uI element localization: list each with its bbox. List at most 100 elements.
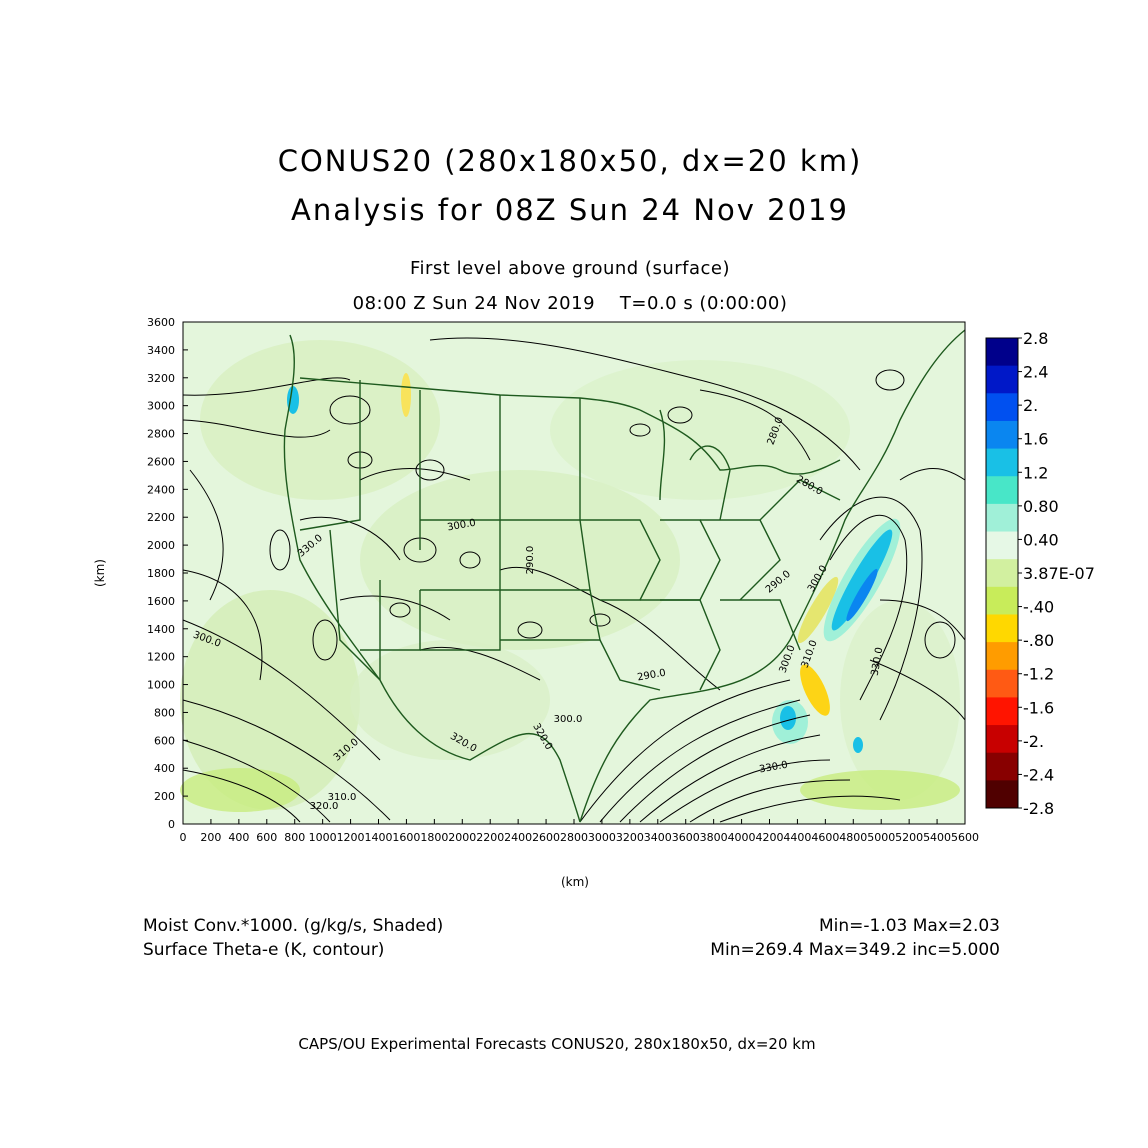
colorbar-label: -2.4 <box>1023 765 1054 784</box>
colorbar-swatch <box>986 531 1018 560</box>
colorbar-swatch <box>986 780 1018 809</box>
x-tick-label: 2400 <box>504 831 532 844</box>
contour-label: 300.0 <box>554 714 583 725</box>
colorbar-label: 1.2 <box>1023 463 1048 482</box>
y-tick-label: 400 <box>154 762 175 775</box>
colorbar-label: 0.80 <box>1023 497 1059 516</box>
x-tick-label: 3000 <box>588 831 616 844</box>
x-tick-label: 3200 <box>616 831 644 844</box>
colorbar-label: -.40 <box>1023 598 1054 617</box>
contour-field-description: Surface Theta-e (K, contour) <box>143 940 385 960</box>
colorbar-label: -1.6 <box>1023 698 1054 717</box>
colorbar-label: 0.40 <box>1023 530 1059 549</box>
contour-label: 300.0 <box>447 518 477 534</box>
x-tick-label: 4800 <box>839 831 867 844</box>
x-tick-label: 5200 <box>895 831 923 844</box>
x-tick-label: 2800 <box>560 831 588 844</box>
y-tick-label: 2400 <box>147 483 175 496</box>
contour-label: 290.0 <box>525 546 536 575</box>
colorbar-label: 2.4 <box>1023 363 1048 382</box>
x-tick-label: 5400 <box>923 831 951 844</box>
colorbar-swatch <box>986 365 1018 394</box>
x-tick-label: 3400 <box>644 831 672 844</box>
colorbar-label: -2.8 <box>1023 799 1054 818</box>
y-tick-label: 0 <box>168 818 175 831</box>
shaded-field-description: Moist Conv.*1000. (g/kg/s, Shaded) <box>143 916 444 936</box>
y-tick-label: 600 <box>154 734 175 747</box>
y-tick-label: 3600 <box>147 316 175 329</box>
x-axis-ticks: 0 200 400 600 800 1000 1200 1400 1600 1800 2000 220… <box>180 819 979 844</box>
x-tick-label: 1600 <box>392 831 420 844</box>
x-tick-label: 800 <box>284 831 305 844</box>
contour-label: 330.0 <box>759 760 789 776</box>
y-tick-label: 2000 <box>147 539 175 552</box>
colorbar-label: 3.87E-07 <box>1023 564 1095 583</box>
credit-line: CAPS/OU Experimental Forecasts CONUS20, … <box>298 1035 816 1053</box>
x-tick-label: 1200 <box>337 831 365 844</box>
x-tick-label: 2600 <box>532 831 560 844</box>
colorbar-swatch <box>986 614 1018 643</box>
contour-field-stats: Min=269.4 Max=349.2 inc=5.000 <box>710 940 1000 960</box>
x-tick-label: 5000 <box>867 831 895 844</box>
x-tick-label: 1000 <box>309 831 337 844</box>
shaded-field-stats: Min=-1.03 Max=2.03 <box>818 916 1000 936</box>
y-tick-label: 800 <box>154 706 175 719</box>
y-tick-label: 1000 <box>147 679 175 692</box>
contour-label: 320.0 <box>310 801 339 812</box>
y-tick-label: 1400 <box>147 623 175 636</box>
x-tick-label: 0 <box>180 831 187 844</box>
x-tick-label: 200 <box>200 831 221 844</box>
y-axis-label: (km) <box>93 559 107 587</box>
colorbar-swatch <box>986 338 1018 367</box>
y-tick-label: 1200 <box>147 651 175 664</box>
x-tick-label: 2200 <box>476 831 504 844</box>
theta-e-contours <box>182 337 966 823</box>
colorbar-swatch <box>986 559 1018 588</box>
contour-label: 290.0 <box>637 668 667 684</box>
colorbar-label: -2. <box>1023 732 1044 751</box>
colorbar-label: 2.8 <box>1023 329 1048 348</box>
x-tick-label: 400 <box>228 831 249 844</box>
y-tick-label: 2800 <box>147 428 175 441</box>
colorbar-swatch <box>986 669 1018 698</box>
y-axis-ticks: 0 200 400 600 800 1000 1200 1400 1600 1800 2000 220… <box>147 316 188 831</box>
colorbar-swatch <box>986 503 1018 533</box>
colorbar-swatch <box>986 697 1018 726</box>
y-tick-label: 1800 <box>147 567 175 580</box>
colorbar-label: 1.6 <box>1023 430 1048 449</box>
contour-label: 330.0 <box>870 647 886 677</box>
colorbar: 2.8 2.4 2. 1.6 1.2 0.80 0.40 3.87E-07 -.40 -.80 -1… <box>985 329 1095 818</box>
colorbar-swatch <box>986 476 1018 505</box>
x-axis-label: (km) <box>561 875 589 889</box>
y-tick-label: 2200 <box>147 511 175 524</box>
colorbar-swatch <box>986 642 1018 671</box>
plot-title-line2: Analysis for 08Z Sun 24 Nov 2019 <box>291 193 849 227</box>
y-tick-label: 2600 <box>147 455 175 468</box>
colorbar-swatch <box>986 448 1018 477</box>
colorbar-swatch <box>986 393 1018 422</box>
x-tick-label: 2000 <box>448 831 476 844</box>
x-tick-label: 1400 <box>365 831 393 844</box>
y-tick-label: 3400 <box>147 344 175 357</box>
colorbar-swatch <box>986 420 1018 450</box>
colorbar-label: -.80 <box>1023 631 1054 650</box>
x-tick-label: 4000 <box>728 831 756 844</box>
contour-label: 310.0 <box>328 792 357 803</box>
y-tick-label: 200 <box>154 790 175 803</box>
x-tick-label: 3600 <box>672 831 700 844</box>
colorbar-swatch <box>986 725 1018 754</box>
plot-subtitle-time: 08:00 Z Sun 24 Nov 2019 T=0.0 s (0:00:00… <box>352 293 788 314</box>
x-tick-label: 4200 <box>756 831 784 844</box>
y-tick-label: 3200 <box>147 372 175 385</box>
x-tick-label: 4400 <box>783 831 811 844</box>
plot-subtitle-level: First level above ground (surface) <box>409 258 731 279</box>
colorbar-swatch <box>986 752 1018 781</box>
y-tick-label: 1600 <box>147 595 175 608</box>
x-tick-label: 4600 <box>811 831 839 844</box>
x-tick-label: 1800 <box>420 831 448 844</box>
colorbar-swatch <box>986 586 1018 615</box>
x-tick-label: 600 <box>256 831 277 844</box>
state-borders <box>283 329 966 823</box>
colorbar-label: -1.2 <box>1023 665 1054 684</box>
